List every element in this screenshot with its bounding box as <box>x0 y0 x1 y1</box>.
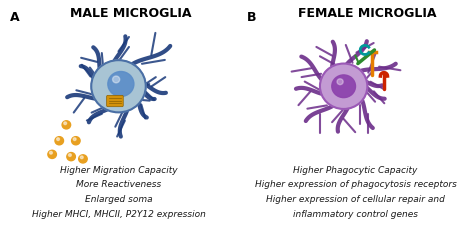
Text: Higher Phagocytic Capacity: Higher Phagocytic Capacity <box>293 166 418 175</box>
Circle shape <box>48 150 56 158</box>
Text: Enlarged soma: Enlarged soma <box>85 195 152 204</box>
Text: B: B <box>246 11 256 24</box>
Text: More Reactiveness: More Reactiveness <box>76 180 161 190</box>
Text: A: A <box>9 11 19 24</box>
Circle shape <box>57 138 59 141</box>
Circle shape <box>62 121 71 129</box>
Circle shape <box>73 138 76 141</box>
Text: FEMALE MICROGLIA: FEMALE MICROGLIA <box>298 7 437 20</box>
Circle shape <box>79 155 87 163</box>
Text: Higher expression of cellular repair and: Higher expression of cellular repair and <box>266 195 445 204</box>
Text: Higher Migration Capacity: Higher Migration Capacity <box>60 166 177 175</box>
Circle shape <box>67 153 75 161</box>
Circle shape <box>91 60 146 112</box>
Circle shape <box>49 151 52 154</box>
Circle shape <box>80 156 83 159</box>
Text: Higher MHCI, MHCII, P2Y12 expression: Higher MHCI, MHCII, P2Y12 expression <box>32 210 205 219</box>
Text: Higher expression of phagocytosis receptors: Higher expression of phagocytosis recept… <box>255 180 456 190</box>
Circle shape <box>68 154 71 156</box>
Circle shape <box>332 75 356 98</box>
Circle shape <box>112 76 119 83</box>
Circle shape <box>337 79 343 85</box>
Text: inflammatory control genes: inflammatory control genes <box>293 210 418 219</box>
Circle shape <box>64 122 66 125</box>
FancyBboxPatch shape <box>107 95 123 107</box>
Text: MALE MICROGLIA: MALE MICROGLIA <box>70 7 191 20</box>
Circle shape <box>72 137 80 145</box>
Circle shape <box>320 64 367 109</box>
Circle shape <box>108 72 134 96</box>
Circle shape <box>55 137 64 145</box>
